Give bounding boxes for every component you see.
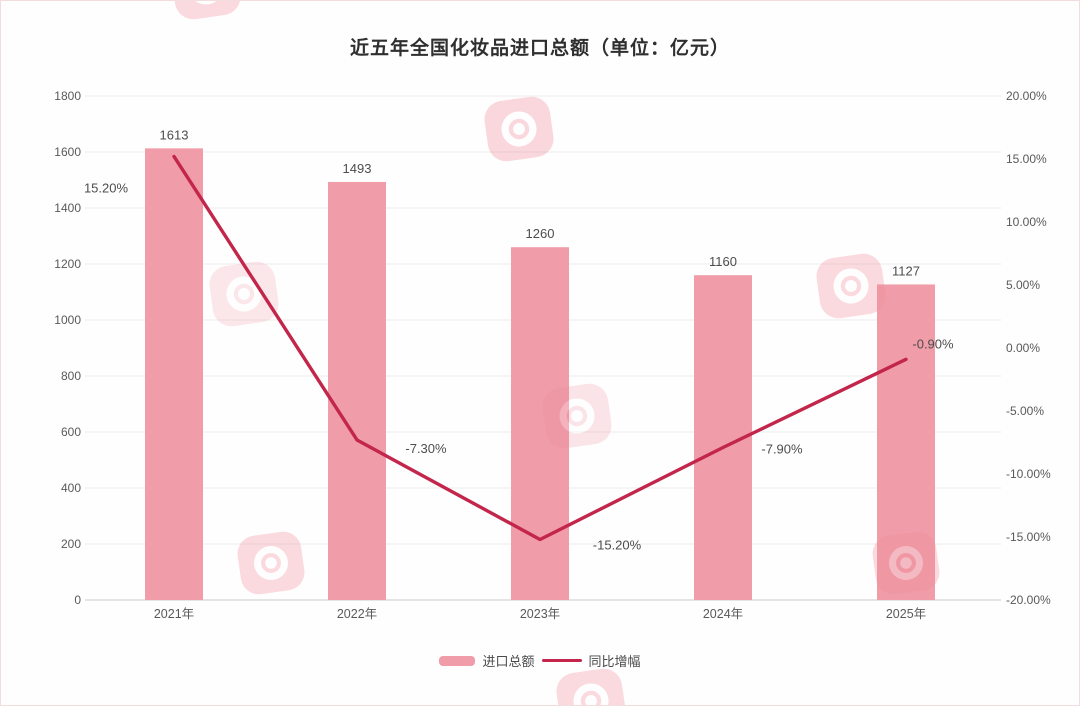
watermark-ring [573,683,609,705]
bar-value-label: 1127 [892,263,920,278]
watermark-logo [816,253,886,319]
left-axis-tick-label: 400 [61,481,81,495]
bar [328,181,386,600]
x-axis-category-label: 2022年 [337,607,377,621]
x-axis-category-label: 2021年 [154,607,194,621]
x-axis-labels-group: 2021年 2022年 2023年 2024年 2025年 [154,607,926,621]
bar-value-label: 1613 [160,127,189,142]
watermark-logo [872,531,940,595]
left-axis-tick-label: 200 [61,537,81,551]
bar-series-group: 1613 1493 1260 1160 1127 [145,127,935,601]
watermark-dot [900,557,912,569]
watermark-ring [501,111,537,147]
watermark-dot [571,410,583,422]
left-axis-tick-label: 1800 [54,89,81,103]
bar [145,148,203,601]
watermark-ring [833,268,869,304]
chart-legend: 进口总额 同比增幅 [1,651,1079,670]
left-axis-tick-label: 1000 [54,313,81,327]
watermark-ring [254,546,288,580]
legend-line-label: 同比增幅 [588,654,641,669]
line-series-group: 15.20% -7.30% -15.20% -7.90% -0.90% [84,154,954,553]
watermark-body [484,96,554,162]
legend-bar-label: 进口总额 [482,654,535,669]
bar-value-label: 1160 [709,254,737,269]
watermark-dot [238,288,250,300]
watermark-logo [484,96,554,162]
watermark-body [816,253,886,319]
right-axis-tick-label: 20.00% [1006,89,1047,103]
watermark-ring [559,398,595,434]
right-axis-tick-label: -5.00% [1006,404,1044,418]
watermark-logo [542,383,612,449]
watermark-logo [556,668,626,705]
watermark-ring [889,546,923,580]
bar-value-label: 1260 [526,226,555,241]
right-axis-tick-label: 10.00% [1006,215,1047,229]
watermark-ring [226,276,262,312]
left-axis-tick-label: 1200 [54,257,81,271]
watermark-body [556,668,626,705]
left-axis-tick-label: 1400 [54,201,81,215]
line-point-label: -15.20% [593,538,642,553]
watermark-body [872,531,940,595]
x-axis-category-label: 2023年 [520,607,560,621]
watermark-logo [237,531,305,595]
line-point-label: 15.20% [84,180,129,195]
watermark-body [171,1,241,20]
left-axis-tick-label: 800 [61,369,81,383]
watermark-logo [209,261,279,327]
right-axis-tick-label: 0.00% [1006,341,1040,355]
watermark-dot [513,123,525,135]
bar [877,284,935,600]
watermark-body [542,383,612,449]
left-axis-tick-label: 1600 [54,145,81,159]
growth-line [172,154,908,542]
legend-line-swatch [541,658,582,663]
right-axis-tick-label: -10.00% [1006,467,1051,481]
line-point-label: -0.90% [912,336,954,351]
left-axis-tick-label: 0 [74,593,81,607]
watermark-logo [171,1,241,20]
line-point-label: -7.30% [405,441,447,456]
watermark-dot [585,695,597,705]
right-axis-tick-label: 15.00% [1006,152,1047,166]
chart-title: 近五年全国化妆品进口总额（单位：亿元） [349,38,730,59]
watermark-body [209,261,279,327]
legend-bar-swatch [439,655,476,666]
watermark-body [237,531,305,595]
bar-value-label: 1493 [343,161,372,176]
x-axis-category-label: 2024年 [703,607,743,621]
left-axis-tick-label: 600 [61,425,81,439]
right-axis-tick-label: 5.00% [1006,278,1040,292]
right-axis-tick-label: -15.00% [1006,530,1051,544]
line-point-label: -7.90% [761,442,803,457]
right-axis-group: 20.00% 15.00% 10.00% 5.00% 0.00% -5.00% -10.00… [1006,89,1051,607]
right-axis-tick-label: -20.00% [1006,593,1051,607]
watermark-dot [265,557,277,569]
watermark-dot [845,280,857,292]
x-axis-category-label: 2025年 [886,607,926,621]
